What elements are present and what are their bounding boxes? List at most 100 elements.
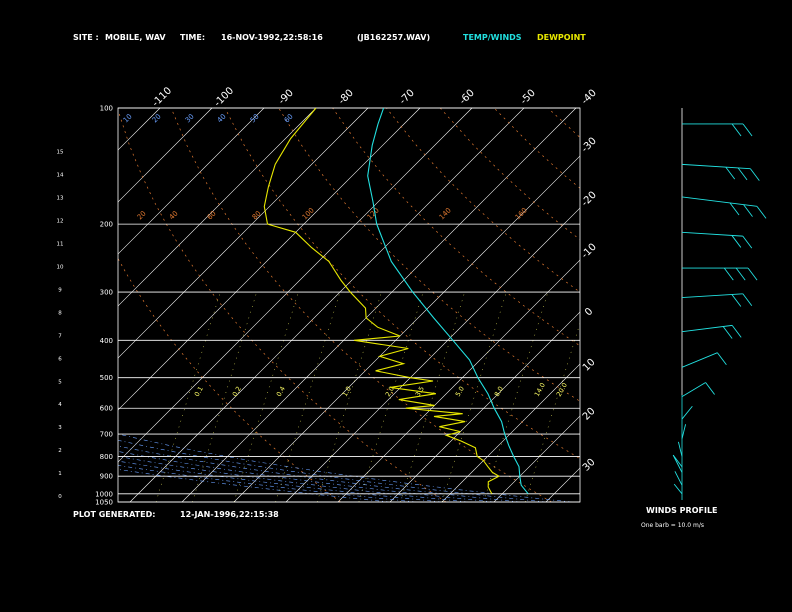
moist-adiabat-label: 60 xyxy=(283,112,295,124)
dry-adiabat-line xyxy=(224,108,580,460)
isotherm-line xyxy=(0,108,56,502)
moist-adiabat-label: 20 xyxy=(151,112,163,124)
wind-barb-flag xyxy=(735,267,746,281)
top-temp-tick-label: -100 xyxy=(212,85,236,109)
km-tick-label: 12 xyxy=(57,219,64,225)
wind-barb-flag xyxy=(705,382,715,395)
wind-barb-shaft xyxy=(681,405,693,420)
moist-adiabat-label: 50 xyxy=(249,112,261,124)
isotherm-line xyxy=(337,259,580,502)
wind-barb-shaft xyxy=(681,231,743,237)
right-temp-tick-label: 0 xyxy=(583,306,595,318)
dry-adiabat-line xyxy=(602,108,792,502)
time-value: 16-NOV-1992,22:58:16 xyxy=(221,33,323,42)
right-temp-tick-label: -10 xyxy=(580,242,599,261)
dry-adiabat-label: 160 xyxy=(514,206,529,221)
file-value: (JB162257.WAV) xyxy=(357,33,431,42)
km-tick-label: 1 xyxy=(58,471,62,477)
mixing-ratio-line xyxy=(192,292,257,502)
plot-generated-value: 12-JAN-1996,22:15:38 xyxy=(180,510,279,519)
mixing-ratio-line xyxy=(358,292,424,502)
pressure-tick-label: 300 xyxy=(100,289,113,297)
dry-adiabat-line xyxy=(278,108,580,402)
mixing-ratio-label: 0.4 xyxy=(275,385,287,398)
plot-frame xyxy=(117,107,581,503)
wind-barb-flag xyxy=(729,202,740,216)
right-temp-tick-label: -20 xyxy=(580,190,599,209)
mixing-ratio-line xyxy=(441,292,507,502)
dry-adiabat-line xyxy=(118,109,447,502)
isotherm-line xyxy=(0,108,4,502)
isotherm-line xyxy=(129,108,525,502)
wind-barb-shaft xyxy=(681,163,751,170)
km-tick-label: 7 xyxy=(58,333,62,339)
wind-barb-shaft xyxy=(681,424,687,439)
isotherm-line xyxy=(0,108,108,502)
wind-barb-flag xyxy=(747,267,758,281)
km-tick-label: 2 xyxy=(58,448,62,454)
isotherm-line xyxy=(118,108,473,463)
pressure-tick-label: 900 xyxy=(100,473,113,481)
moist-adiabat-line xyxy=(118,445,521,502)
wind-barb-shaft xyxy=(672,454,683,473)
dry-adiabat-line xyxy=(547,108,580,138)
wind-barb-flag xyxy=(756,206,767,219)
dry-adiabat-label: 40 xyxy=(168,209,180,221)
wind-barb-flag xyxy=(731,123,742,137)
wind-barb-flag xyxy=(731,235,742,248)
top-temp-tick-label: -80 xyxy=(337,88,356,107)
km-tick-label: 15 xyxy=(57,150,64,156)
moist-adiabat-label: 40 xyxy=(216,112,228,124)
isotherm-line xyxy=(441,363,580,502)
mixing-ratio-label: 20.0 xyxy=(555,381,569,398)
isotherm-line xyxy=(118,108,213,203)
pressure-tick-label: 500 xyxy=(100,374,113,382)
site-value: MOBILE, WAV xyxy=(105,33,166,42)
top-temp-tick-label: -110 xyxy=(150,85,174,109)
dry-adiabat-label: 140 xyxy=(438,206,453,221)
isotherm-line xyxy=(598,108,792,502)
moist-adiabat-line xyxy=(118,433,573,502)
sounding-profiles xyxy=(263,108,529,495)
mixing-ratio-label: 0.2 xyxy=(231,385,243,398)
temp-winds-legend: TEMP/WINDS xyxy=(463,33,522,42)
km-tick-label: 8 xyxy=(58,310,62,316)
top-temp-tick-label: -70 xyxy=(398,88,417,107)
pressure-tick-label: 600 xyxy=(100,405,113,413)
mixing-ratio-line xyxy=(524,322,580,502)
wind-barb-shaft xyxy=(677,441,683,457)
wind-barb-shaft xyxy=(674,471,683,486)
wind-barb-flag xyxy=(731,294,742,307)
km-tick-label: 4 xyxy=(58,402,62,408)
isotherm-line xyxy=(389,311,580,502)
winds-profile-title: WINDS PROFILE xyxy=(646,506,718,515)
km-tick-label: 3 xyxy=(58,425,62,431)
mixing-ratio-line xyxy=(275,292,341,502)
pressure-tick-label: 400 xyxy=(100,337,113,345)
top-temp-tick-label: -60 xyxy=(458,88,477,107)
mixing-ratio-label: 14.0 xyxy=(533,381,547,398)
wind-barb-shaft xyxy=(673,483,683,495)
mixing-ratio-line xyxy=(155,292,221,502)
isotherm-line xyxy=(285,207,580,502)
isotherm-line xyxy=(118,108,161,151)
temperature-profile-line xyxy=(367,108,529,495)
plot-border xyxy=(117,107,581,503)
wind-barb-flag xyxy=(717,352,727,365)
isotherm-line xyxy=(493,415,580,502)
mixing-ratio-label: 1.0 xyxy=(341,385,353,398)
mixing-ratio-line xyxy=(316,292,382,502)
time-label: TIME: xyxy=(180,33,206,42)
dry-adiabat-line xyxy=(118,257,341,502)
wind-barb-flag xyxy=(749,168,760,181)
mixing-ratio-line xyxy=(483,292,549,502)
plot-generated-label: PLOT GENERATED: xyxy=(73,510,156,519)
wind-barb-shaft xyxy=(681,196,758,207)
isotherm-line xyxy=(118,108,421,411)
wind-barb-shaft xyxy=(681,382,706,398)
km-tick-label: 10 xyxy=(57,264,64,270)
km-tick-label: 6 xyxy=(58,356,62,362)
km-tick-label: 5 xyxy=(58,379,62,385)
dry-adiabat-line xyxy=(170,108,552,502)
wind-barb-flag xyxy=(742,123,753,137)
